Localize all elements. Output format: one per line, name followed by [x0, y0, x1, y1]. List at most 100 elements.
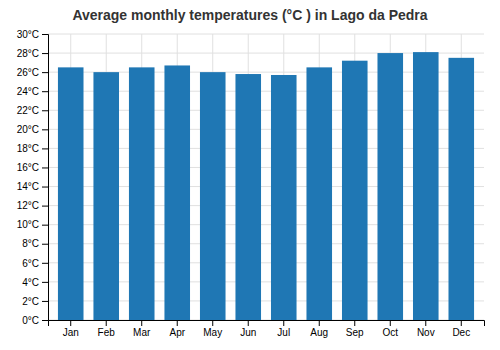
tick-mark: [212, 320, 213, 326]
bar: [235, 74, 261, 320]
tick-mark: [390, 320, 391, 326]
tick: 26°C: [17, 67, 48, 78]
tick: 20°C: [17, 124, 48, 135]
y-axis: 0°C 2°C 4°C 6°C 8°C 10°C 12°C 14°C 16°C 18°C 20°C 2…: [17, 29, 49, 326]
tick: 30°C: [17, 29, 48, 40]
tick: 2°C: [22, 296, 48, 307]
x-axis: Jan Feb Mar Apr May Jun Jul Aug Sep Oct Nov Dec: [49, 320, 485, 338]
title: Average monthly temperatures (°C ) in La…: [72, 7, 427, 23]
tick-mark: [141, 320, 142, 326]
tick-mark: [42, 301, 48, 302]
tick: 10°C: [17, 219, 48, 230]
bar: [306, 67, 332, 320]
tick: Apr: [169, 320, 185, 338]
tick-mark: [42, 34, 48, 35]
tick-label: 16°C: [17, 162, 39, 173]
tick: Jun: [240, 320, 256, 338]
tick-mark: [42, 53, 48, 54]
tick-label: 28°C: [17, 48, 39, 59]
tick-label: 8°C: [22, 238, 39, 249]
tick-mark: [42, 320, 48, 321]
tick-label: 18°C: [17, 143, 39, 154]
tick-mark: [461, 320, 462, 326]
tick: May: [203, 320, 222, 338]
tick-mark: [319, 320, 320, 326]
tick-label: Aug: [310, 327, 328, 338]
tick: 14°C: [17, 181, 48, 192]
tick: Nov: [417, 320, 435, 338]
tick-label: 12°C: [17, 200, 39, 211]
tick-label: 20°C: [17, 124, 39, 135]
bar: [448, 58, 474, 320]
tick-mark: [283, 320, 284, 326]
bar: [413, 52, 439, 320]
tick-mark: [42, 263, 48, 264]
tick-mark: [42, 110, 48, 111]
tick-label: Apr: [169, 327, 185, 338]
tick-mark: [70, 320, 71, 326]
tick: Feb: [98, 320, 116, 338]
tick-label: 2°C: [22, 296, 39, 307]
tick: Sep: [346, 320, 364, 338]
tick: Dec: [452, 320, 470, 338]
tick-label: 14°C: [17, 181, 39, 192]
tick-label: 10°C: [17, 219, 39, 230]
tick: 24°C: [17, 86, 48, 97]
tick: Aug: [310, 320, 328, 338]
axis-line: [42, 35, 49, 321]
bar: [271, 75, 297, 320]
bar: [93, 72, 119, 320]
tick-label: 22°C: [17, 105, 39, 116]
tick: 12°C: [17, 200, 48, 211]
tick-label: May: [203, 327, 222, 338]
plot-area: 0°C 2°C 4°C 6°C 8°C 10°C 12°C 14°C 16°C 18°C 20°C 2…: [17, 29, 485, 338]
tick-label: Nov: [417, 327, 435, 338]
tick-label: Jun: [240, 327, 256, 338]
tick: 6°C: [22, 258, 48, 269]
bar: [129, 67, 155, 320]
axis-line: [49, 321, 485, 327]
tick-label: 26°C: [17, 67, 39, 78]
tick-label: Mar: [133, 327, 151, 338]
tick-label: Feb: [98, 327, 116, 338]
tick-mark: [354, 320, 355, 326]
bar: [164, 65, 190, 320]
bar: [200, 72, 226, 320]
tick-label: 30°C: [17, 29, 39, 40]
tick-mark: [248, 320, 249, 326]
tick-label: Dec: [452, 327, 470, 338]
tick: Oct: [382, 320, 398, 338]
tick-mark: [42, 244, 48, 245]
bar: [377, 53, 403, 320]
grid-line: [48, 34, 484, 35]
tick-mark: [106, 320, 107, 326]
tick-mark: [42, 187, 48, 188]
chart: Average monthly temperatures (°C ) in La…: [0, 0, 500, 350]
tick-label: Jul: [277, 327, 290, 338]
tick-mark: [42, 72, 48, 73]
tick-label: 4°C: [22, 277, 39, 288]
tick-mark: [42, 167, 48, 168]
tick-mark: [42, 206, 48, 207]
tick: 16°C: [17, 162, 48, 173]
tick: 28°C: [17, 48, 48, 59]
tick-label: Sep: [346, 327, 364, 338]
grid: [48, 34, 484, 320]
tick: 4°C: [22, 277, 48, 288]
tick-mark: [42, 91, 48, 92]
tick-mark: [42, 148, 48, 149]
tick-mark: [425, 320, 426, 326]
tick: Jan: [63, 320, 79, 338]
bar: [342, 61, 368, 320]
tick-label: 0°C: [22, 315, 39, 326]
tick: 8°C: [22, 238, 48, 249]
bar: [58, 67, 84, 320]
tick-mark: [42, 282, 48, 283]
tick-label: 6°C: [22, 258, 39, 269]
tick: 0°C: [22, 315, 48, 326]
tick: 18°C: [17, 143, 48, 154]
tick: Mar: [133, 320, 151, 338]
bars: [58, 52, 474, 320]
tick-label: Jan: [63, 327, 79, 338]
tick: 22°C: [17, 105, 48, 116]
